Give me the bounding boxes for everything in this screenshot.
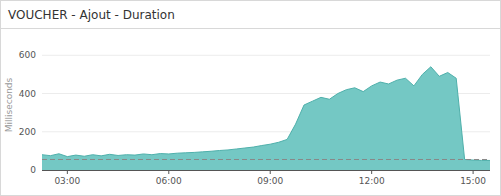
y-tick-label: 400 — [19, 89, 36, 99]
title: VOUCHER - Ajout - Duration — [8, 8, 175, 22]
x-tick-label: 06:00 — [156, 176, 182, 186]
x-tick-label: 09:00 — [257, 176, 283, 186]
x-tick — [168, 170, 169, 174]
area — [42, 67, 490, 170]
x-axis — [42, 170, 490, 171]
x-tick — [67, 170, 68, 174]
line — [42, 67, 490, 161]
y-tick-label: 600 — [19, 50, 36, 60]
x-tick — [473, 170, 474, 174]
x-tick — [270, 170, 271, 174]
y-tick-label: 200 — [19, 127, 36, 137]
x-tick-label: 12:00 — [359, 176, 385, 186]
plot-area — [42, 67, 490, 170]
reference-line — [42, 159, 490, 160]
x-tick-label: 03:00 — [54, 176, 80, 186]
x-tick-label: 15:00 — [460, 176, 486, 186]
x-tick — [371, 170, 372, 174]
chart: VOUCHER - Ajout - Duration Milliseconds 0 2… — [0, 0, 501, 196]
header-separator — [1, 28, 501, 29]
y-axis-label: Milliseconds — [4, 77, 14, 132]
grid-line — [42, 55, 490, 56]
y-tick-label: 0 — [30, 165, 36, 175]
frame — [1, 1, 501, 196]
